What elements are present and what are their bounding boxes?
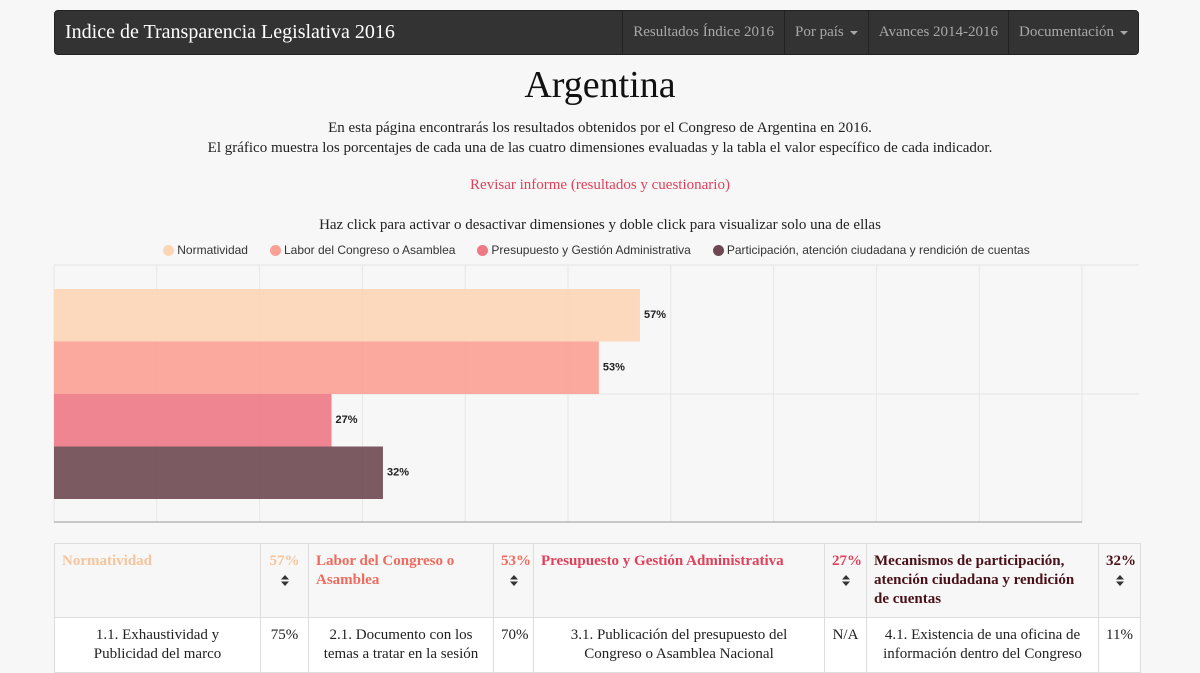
header-title[interactable]: Mecanismos de participación, atención ci… [866,543,1099,618]
legend-label[interactable]: Normatividad [177,243,248,257]
sort-icon [841,575,850,586]
header-title[interactable]: Presupuesto y Gestión Administrativa [533,543,825,618]
nav-item[interactable]: Documentación [1008,11,1138,54]
indicator-name: 2.1. Documento con los temas a tratar en… [308,617,494,673]
bar [54,289,640,342]
header-score[interactable]: 27% [824,543,867,618]
navbar: Indice de Transparencia Legislativa 2016… [54,10,1139,55]
page-title: Argentina [524,64,676,106]
indicator-score: 11% [1098,617,1141,673]
report-link[interactable]: Revisar informe (resultados y cuestionar… [470,177,730,193]
chart: 57% 53% 27% 32% [53,264,1139,523]
value-label: 53% [603,362,625,374]
sort-icon [509,575,518,586]
legend-label[interactable]: Participación, atención ciudadana y rend… [726,243,1030,257]
score-text: 57% [269,553,300,569]
bar [54,394,332,447]
nav-label[interactable]: Documentación [1019,24,1114,40]
nav-label[interactable]: Resultados Índice 2016 [633,24,774,40]
intro: En esta página encontrarás los resultado… [0,118,1200,158]
header-row: Normatividad 57% Labor del Congreso o Asam… [54,543,1141,618]
legend-item[interactable]: Presupuesto y Gestión Administrativa [477,243,691,257]
sort-icon [280,575,289,586]
bar [54,446,383,499]
header-score[interactable]: 53% [493,543,534,618]
legend-dot [712,244,724,256]
legend-dot [163,244,175,256]
indicator-name: 4.1. Existencia de una oficina de inform… [866,617,1099,673]
nav-items: Resultados Índice 2016 Por país Avances 20… [622,11,1138,54]
caret [1120,30,1128,35]
bar [54,341,599,394]
legend-label[interactable]: Presupuesto y Gestión Administrativa [491,243,691,257]
indicator-name: 1.1. Exhaustividad y Publicidad del marc… [54,617,261,673]
nav-label[interactable]: Avances 2014-2016 [878,24,999,40]
indicator-name: 3.1. Publicación del presupuesto del Con… [533,617,825,673]
header-score[interactable]: 57% [260,543,309,618]
score-text: 32% [1106,553,1136,569]
legend-item[interactable]: Participación, atención ciudadana y rend… [712,243,1030,257]
header-title[interactable]: Labor del Congreso o Asamblea [308,543,494,618]
legend-dot [477,244,489,256]
score-text: 27% [832,553,862,569]
nav-item[interactable]: Resultados Índice 2016 [622,11,784,54]
nav-item[interactable]: Avances 2014-2016 [867,11,1008,54]
intro-line: El gráfico muestra los porcentajes de ca… [207,140,993,156]
caret [849,30,858,35]
legend-label[interactable]: Labor del Congreso o Asamblea [283,243,456,257]
sort-icon [1115,575,1124,586]
indicator-score: N/A [824,617,867,673]
value-label: 27% [336,414,358,426]
nav-item[interactable]: Por país [784,11,868,54]
legend-dot [269,244,281,256]
brand[interactable]: Indice de Transparencia Legislativa 2016 [65,21,395,43]
table-row: 1.1. Exhaustividad y Publicidad del marc… [54,617,1141,673]
legend-item[interactable]: Labor del Congreso o Asamblea [269,243,456,257]
legend: Normatividad Labor del Congreso o Asamble… [54,243,1139,257]
indicator-score: 70% [493,617,534,673]
chart-subtitle: Haz click para activar o desactivar dime… [319,217,881,233]
indicator-table: Normatividad 57% Labor del Congreso o Asam… [54,543,1141,673]
legend-item[interactable]: Normatividad [163,243,248,257]
intro-line: En esta página encontrarás los resultado… [328,120,872,136]
score-text: 53% [501,553,531,569]
nav-label[interactable]: Por país [795,24,844,40]
value-label: 32% [387,467,409,479]
header-title[interactable]: Normatividad [54,543,261,618]
value-label: 57% [644,309,666,321]
indicator-score: 75% [260,617,309,673]
header-score[interactable]: 32% [1098,543,1141,618]
